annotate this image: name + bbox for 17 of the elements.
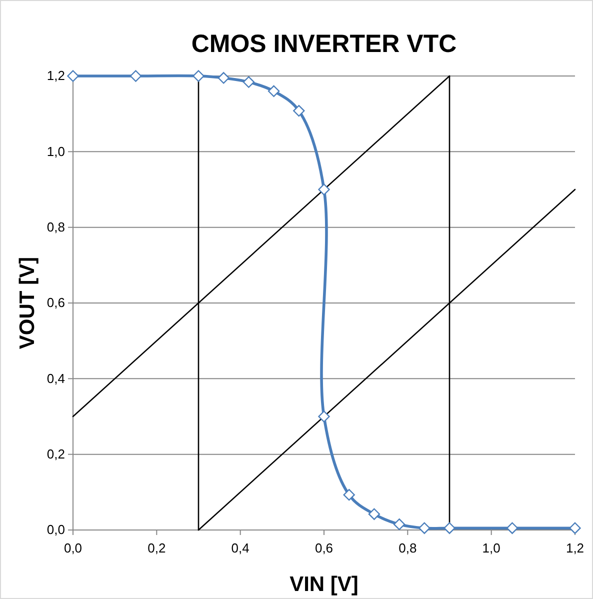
x-tick-label: 1,0 — [482, 540, 500, 556]
x-tick-label: 1,2 — [566, 540, 584, 556]
x-tick-label: 0,2 — [148, 540, 166, 556]
y-tick-label: 1,2 — [46, 68, 65, 84]
y-tick-label: 0,6 — [46, 295, 65, 310]
x-tick-label: 0,8 — [398, 540, 417, 556]
x-tick-label: 0,6 — [314, 540, 334, 556]
y-tick-label: 1,0 — [46, 144, 65, 159]
y-axis-title: VOUT [V] — [16, 256, 39, 350]
chart-title: CMOS INVERTER VTC — [191, 30, 457, 58]
x-axis-title: VIN [V] — [290, 573, 358, 596]
y-tick-label: 0,4 — [46, 370, 65, 386]
x-tick-label: 0,4 — [231, 540, 250, 556]
x-tick-label: 0,0 — [64, 540, 82, 556]
y-tick-label: 0,8 — [46, 219, 65, 234]
y-tick-label: 0,2 — [46, 446, 65, 462]
y-tick-label: 0,0 — [46, 522, 65, 538]
